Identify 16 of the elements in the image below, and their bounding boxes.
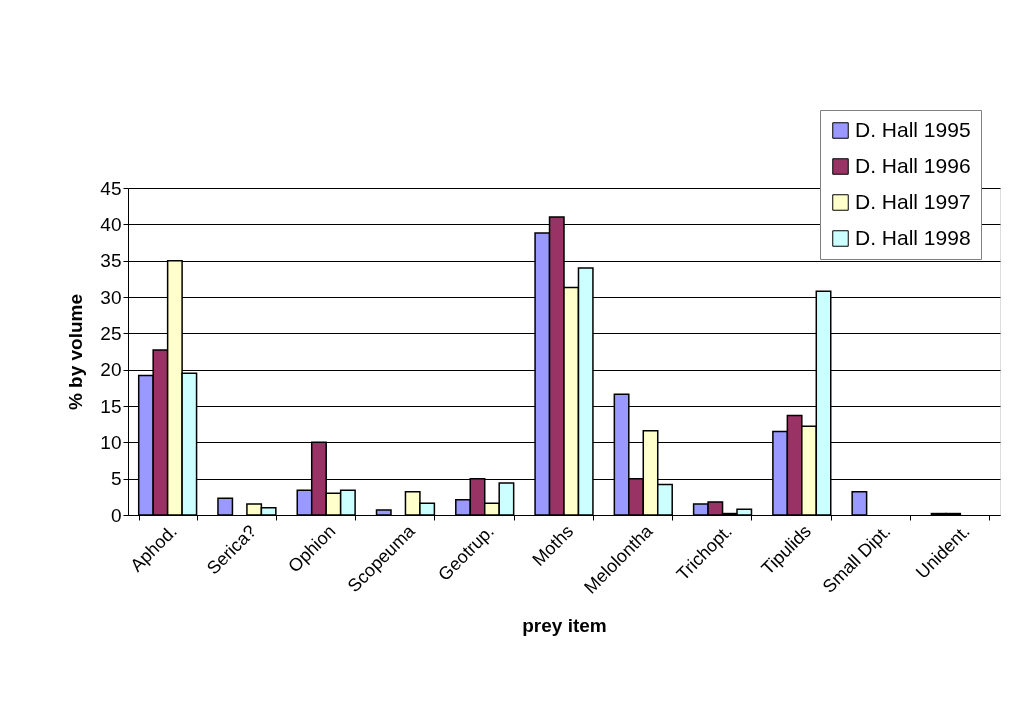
legend-label: D. Hall 1998 [855, 225, 971, 249]
y-tick-label: 5 [110, 468, 122, 490]
y-tick-label: 45 [100, 177, 122, 199]
legend-label: D. Hall 1996 [855, 153, 971, 177]
y-tick-label: 40 [100, 213, 122, 235]
y-tick-label: 0 [110, 504, 122, 526]
y-tick-label: 10 [100, 431, 122, 453]
x-axis-title: prey item [522, 615, 607, 637]
y-tick-label: 35 [100, 250, 122, 272]
y-tick-label: 25 [100, 322, 122, 344]
y-tick-label: 20 [100, 359, 122, 381]
legend-label: D. Hall 1997 [855, 189, 971, 213]
y-tick-label: 30 [100, 286, 122, 308]
y-tick-label: 15 [100, 395, 122, 417]
y-axis-title: % by volume [65, 293, 87, 411]
legend-label: D. Hall 1995 [855, 117, 971, 141]
